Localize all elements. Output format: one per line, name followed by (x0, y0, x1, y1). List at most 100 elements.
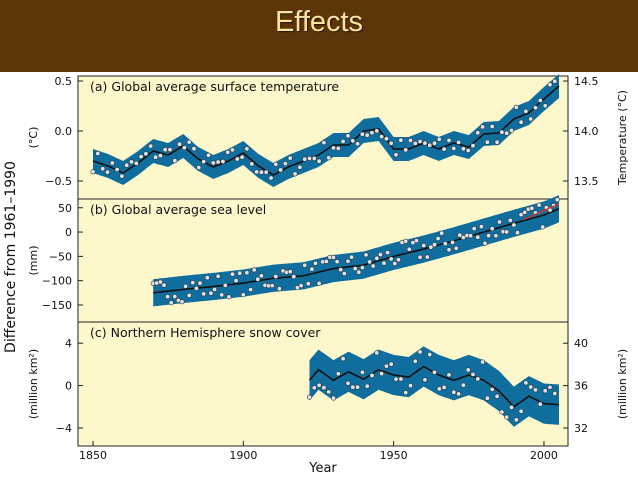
data-point (309, 266, 315, 272)
data-point (465, 148, 471, 154)
y-tick-label: 0.0 (55, 125, 73, 138)
data-point (316, 158, 322, 164)
data-point (504, 130, 510, 136)
data-point (186, 139, 192, 145)
data-point (470, 371, 476, 377)
data-point (523, 380, 529, 386)
data-point (335, 145, 341, 151)
y-tick-label: −100 (42, 275, 72, 288)
data-point (554, 197, 560, 203)
data-point (552, 78, 558, 84)
uncertainty-band (309, 346, 559, 427)
y-tick-label: −4 (56, 422, 72, 435)
data-point (165, 294, 171, 300)
data-point (312, 260, 318, 266)
data-point (316, 280, 322, 286)
data-point (305, 281, 311, 287)
data-point (493, 233, 499, 239)
data-point (196, 165, 202, 171)
data-point (119, 173, 125, 179)
data-point (364, 383, 370, 389)
data-point (513, 417, 519, 423)
data-point (547, 82, 553, 88)
data-point (424, 254, 430, 260)
data-point (441, 384, 447, 390)
data-point (446, 247, 452, 253)
x-axis-label: Year (308, 461, 337, 476)
data-point (496, 219, 502, 225)
data-point (215, 159, 221, 165)
series-line (92, 85, 560, 176)
data-point (316, 382, 322, 388)
data-point (540, 224, 546, 230)
data-point (321, 385, 327, 391)
data-point (413, 238, 419, 244)
panel-title: (a) Global average surface temperature (90, 79, 339, 94)
data-point (212, 287, 218, 293)
data-point (407, 137, 413, 143)
data-point (536, 202, 542, 208)
y-tick-label: −0.5 (45, 175, 72, 188)
data-point (431, 140, 437, 146)
data-point (297, 164, 303, 170)
data-point (311, 155, 317, 161)
data-point (446, 372, 452, 378)
data-point (436, 386, 442, 392)
data-point (226, 294, 232, 300)
data-point (552, 390, 558, 396)
data-point (374, 350, 380, 356)
data-point (475, 234, 481, 240)
data-point (532, 105, 538, 111)
data-point (529, 205, 535, 211)
data-point (129, 159, 135, 165)
data-point (383, 136, 389, 142)
data-point (210, 160, 216, 166)
data-point (359, 265, 365, 271)
panel-ylabel: (°C) (27, 127, 40, 149)
x-tick-label: 1850 (79, 449, 107, 462)
data-point (475, 130, 481, 136)
data-point (330, 254, 336, 260)
data-point (412, 358, 418, 364)
data-point (215, 273, 221, 279)
data-point (335, 371, 341, 377)
data-point (435, 236, 441, 242)
data-point (421, 243, 427, 249)
data-point (465, 367, 471, 373)
slide-title: Effects (274, 6, 364, 38)
data-point (298, 283, 304, 289)
x-tick-label: 1900 (229, 449, 257, 462)
data-point (518, 212, 524, 218)
data-point (201, 159, 207, 165)
data-point (370, 263, 376, 269)
data-point (377, 252, 383, 258)
panel-ylabel: (mm) (27, 245, 40, 275)
data-point (340, 356, 346, 362)
data-point (133, 160, 139, 166)
data-point (374, 128, 380, 134)
data-point (230, 147, 236, 153)
data-point (456, 139, 462, 145)
right-tick-label: 36 (574, 380, 588, 393)
data-point (355, 384, 361, 390)
uncertainty-band (153, 195, 559, 307)
data-point (208, 290, 214, 296)
data-point (450, 239, 456, 245)
data-point (197, 280, 203, 286)
data-point (532, 387, 538, 393)
data-point (219, 292, 225, 298)
data-point (478, 224, 484, 230)
data-point (287, 155, 293, 161)
data-point (537, 97, 543, 103)
data-point (484, 395, 490, 401)
data-point (190, 280, 196, 286)
data-point (251, 267, 257, 273)
data-point (278, 167, 284, 173)
data-point (254, 169, 260, 175)
data-point (398, 137, 404, 143)
data-point (367, 259, 373, 265)
uncertainty-band (93, 74, 559, 187)
data-point (287, 269, 293, 275)
data-point (276, 286, 282, 292)
data-point (480, 359, 486, 365)
